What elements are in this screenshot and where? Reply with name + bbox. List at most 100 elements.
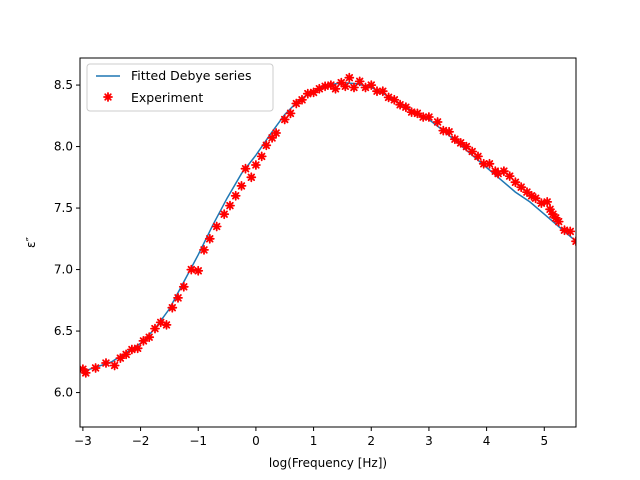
experiment-point — [101, 358, 111, 368]
experiment-point — [548, 209, 558, 220]
experiment-point — [424, 112, 434, 122]
experiment-point — [467, 146, 478, 157]
experiment-point — [256, 151, 267, 162]
experiment-marker-layer — [80, 72, 576, 378]
experiment-point — [522, 187, 532, 197]
experiment-point — [478, 158, 489, 169]
experiment-point — [121, 349, 131, 360]
y-tick-label: 8.5 — [54, 78, 73, 92]
legend: Fitted Debye series Experiment — [86, 63, 274, 112]
experiment-point — [461, 141, 472, 152]
experiment-point — [193, 265, 204, 276]
experiment-point — [484, 158, 495, 169]
experiment-point — [326, 80, 336, 90]
experiment-point — [383, 92, 394, 103]
experiment-point — [455, 138, 466, 148]
experiment-point — [559, 225, 570, 236]
experiment-point — [499, 166, 509, 177]
experiment-point — [344, 72, 355, 83]
experiment-point — [473, 151, 483, 162]
experiment-point — [302, 88, 313, 99]
legend-label-fitted: Fitted Debye series — [131, 68, 251, 83]
experiment-point — [199, 245, 209, 255]
y-tick-label: 7.5 — [54, 201, 73, 215]
experiment-point — [308, 87, 319, 98]
experiment-point — [336, 77, 347, 88]
experiment-point — [389, 94, 400, 105]
experiment-point — [493, 168, 503, 179]
experiment-point — [545, 204, 555, 215]
plot-area — [79, 57, 577, 428]
legend-box — [86, 63, 274, 112]
experiment-point — [401, 102, 411, 113]
experiment-point — [285, 108, 296, 119]
legend-marker-swatch — [103, 92, 113, 102]
y-tick-label: 6.0 — [54, 386, 73, 400]
experiment-point — [542, 197, 553, 207]
experiment-point — [504, 171, 515, 181]
experiment-point — [261, 140, 272, 151]
x-tick-label: −1 — [189, 434, 207, 448]
experiment-point — [536, 198, 547, 208]
experiment-point — [236, 181, 247, 191]
x-tick-label: 5 — [540, 434, 548, 448]
experiment-point — [115, 353, 126, 363]
experiment-point — [406, 107, 417, 117]
experiment-point — [565, 226, 576, 237]
experiment-point — [186, 264, 197, 275]
experiment-point — [372, 86, 382, 97]
experiment-point — [418, 112, 429, 122]
experiment-point — [438, 125, 449, 136]
experiment-point — [314, 83, 325, 94]
experiment-point — [444, 126, 454, 137]
x-axis-label: log(Frequency [Hz]) — [269, 456, 387, 470]
experiment-point — [173, 293, 183, 303]
experiment-point — [412, 108, 423, 119]
x-axis: −3 −2 −1 0 1 2 3 4 5 — [74, 427, 548, 448]
x-tick-label: 0 — [252, 434, 260, 448]
experiment-point — [80, 368, 91, 378]
experiment-point — [230, 190, 241, 201]
experiment-point — [161, 320, 172, 330]
experiment-point — [150, 323, 160, 334]
x-tick-label: 2 — [367, 434, 375, 448]
experiment-point — [127, 344, 137, 355]
experiment-point — [271, 128, 281, 138]
experiment-point — [330, 83, 341, 94]
experiment-point — [178, 281, 189, 292]
experiment-point — [450, 134, 460, 145]
y-axis: 6.0 6.5 7.0 7.5 8.0 8.5 — [54, 78, 80, 400]
experiment-point — [354, 76, 365, 87]
experiment-point — [360, 82, 371, 93]
x-tick-label: −2 — [132, 434, 150, 448]
y-tick-label: 7.0 — [54, 263, 73, 277]
y-axis-label: ε″ — [24, 236, 38, 247]
legend-star-marker — [103, 92, 113, 102]
experiment-point — [320, 81, 330, 92]
experiment-point — [225, 200, 235, 211]
x-tick-label: 1 — [310, 434, 318, 448]
x-tick-label: 4 — [483, 434, 491, 448]
experiment-point — [526, 190, 537, 201]
experiment-point — [377, 86, 388, 97]
plot-frame — [79, 57, 577, 428]
experiment-point — [219, 209, 230, 220]
x-tick-label: −3 — [74, 434, 92, 448]
experiment-point — [132, 343, 143, 354]
experiment-point — [510, 177, 521, 188]
experiment-point — [432, 117, 443, 127]
legend-label-experiment: Experiment — [131, 90, 203, 105]
experiment-point — [550, 213, 561, 223]
experiment-point — [204, 233, 215, 244]
experiment-point — [553, 216, 564, 227]
y-tick-label: 8.0 — [54, 140, 73, 154]
experiment-point — [279, 114, 290, 125]
experiment-point — [267, 133, 277, 143]
experiment-point — [155, 317, 166, 328]
experiment-point — [530, 193, 541, 204]
experiment-point — [90, 363, 101, 373]
y-tick-label: 6.5 — [54, 324, 73, 338]
experiment-point — [291, 98, 302, 109]
experiment-point — [211, 221, 222, 232]
